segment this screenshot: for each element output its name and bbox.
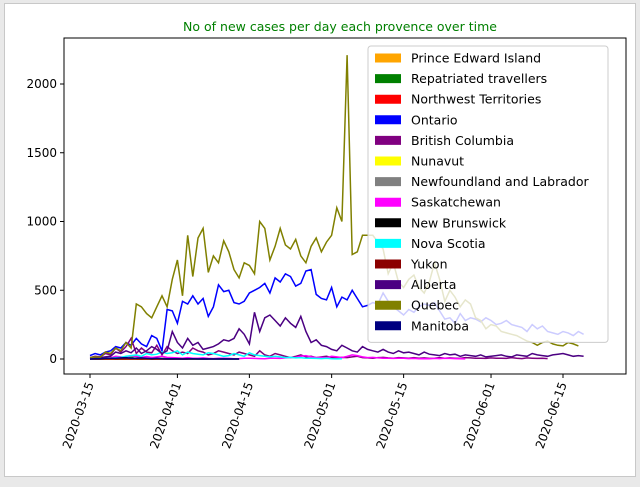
legend-label: Manitoba <box>411 318 469 333</box>
legend-label: New Brunswick <box>411 215 507 230</box>
series-line <box>89 349 342 360</box>
chart-title: No of new cases per day each provence ov… <box>183 19 497 34</box>
legend-label: British Columbia <box>411 133 514 148</box>
legend: Prince Edward Island Repatriated travelle… <box>367 45 609 343</box>
legend-label: Quebec <box>411 298 459 313</box>
y-tick-label: 1000 <box>26 215 57 229</box>
legend-label: Prince Edward Island <box>411 51 541 66</box>
x-tick-label: 2020-06-15 <box>533 380 570 450</box>
series-layer <box>89 55 584 360</box>
legend-label: Northwest Territories <box>411 92 541 107</box>
x-tick-label: 2020-05-15 <box>373 380 410 450</box>
legend-label: Nova Scotia <box>411 236 486 251</box>
x-tick-label: 2020-03-15 <box>60 380 97 450</box>
x-axis: 2020-03-15 2020-04-01 2020-04-15 2020-05-01… <box>60 374 570 451</box>
x-tick-label: 2020-06-01 <box>461 380 498 450</box>
y-tick-label: 500 <box>34 283 57 297</box>
series-line <box>89 356 240 360</box>
x-tick-label: 2020-04-15 <box>219 380 256 450</box>
legend-box <box>367 45 609 343</box>
legend-label: Alberta <box>411 277 456 292</box>
legend-label: Yukon <box>410 257 448 272</box>
legend-label: Repatriated travellers <box>411 71 547 86</box>
x-tick-label: 2020-05-01 <box>301 380 338 450</box>
legend-label: Saskatchewan <box>411 195 501 210</box>
x-tick-label: 2020-04-01 <box>147 380 184 450</box>
series-line <box>89 312 584 360</box>
series-line <box>89 354 466 360</box>
y-tick-label: 1500 <box>26 146 57 160</box>
legend-label: Nunavut <box>411 154 464 169</box>
plot-area-frame <box>63 37 627 375</box>
y-axis: 0 500 1000 1500 2000 <box>26 77 64 366</box>
y-tick-label: 0 <box>49 352 57 366</box>
y-tick-label: 2000 <box>26 77 57 91</box>
legend-label: Ontario <box>411 112 458 127</box>
legend-label: Newfoundland and Labrador <box>411 174 589 189</box>
